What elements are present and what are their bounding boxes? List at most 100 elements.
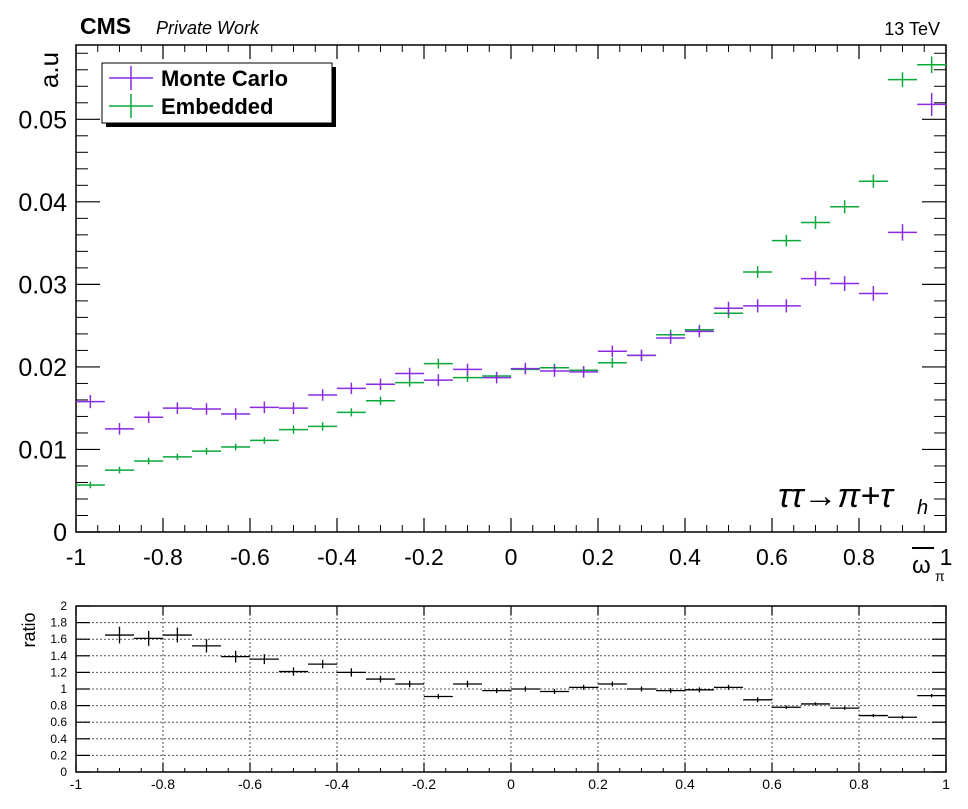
data-point-monte-carlo [249, 401, 279, 414]
main-y-axis-title: a.u [34, 52, 64, 88]
ratio-point [134, 630, 164, 646]
ratio-x-tick-label: -0.8 [151, 776, 175, 792]
data-point-embedded [858, 174, 888, 188]
main-y-tick-label: 0.02 [18, 354, 67, 382]
ratio-x-tick-label: -0.6 [238, 776, 262, 792]
ratio-point [191, 639, 222, 653]
main-x-tick-label: 1 [940, 544, 953, 570]
data-point-embedded [800, 215, 831, 230]
legend-entry-monte-carlo: Monte Carlo [109, 66, 288, 91]
main-x-tick-label: -0.4 [317, 544, 357, 570]
main-y-tick-label: 0.04 [18, 189, 67, 217]
ratio-y-tick-label: 1.8 [50, 616, 67, 630]
data-point-embedded [395, 378, 425, 387]
data-point-monte-carlo [830, 276, 860, 291]
data-point-embedded [221, 443, 251, 451]
ratio-point [104, 626, 135, 644]
data-point-embedded [134, 457, 164, 465]
data-point-embedded [917, 56, 947, 74]
main-x-tick-label: 0.4 [669, 544, 701, 570]
ratio-point [452, 680, 483, 688]
ratio-point [597, 681, 627, 687]
data-point-monte-carlo [395, 367, 425, 380]
main-y-tick-label: 0.05 [18, 106, 67, 134]
data-point-embedded [597, 357, 627, 368]
main-y-tick-label: 0.01 [18, 436, 67, 464]
data-point-embedded [249, 437, 279, 444]
data-point-monte-carlo [104, 423, 135, 435]
ratio-point [800, 702, 831, 706]
ratio-x-tick-label: -1 [70, 776, 83, 792]
main-x-tick-label: 0.6 [756, 544, 788, 570]
data-point-monte-carlo [423, 374, 453, 386]
annotation-sub: h [917, 497, 928, 519]
subtitle-label: Private Work [156, 18, 260, 38]
ratio-y-tick-label: 0.2 [50, 748, 67, 762]
ratio-point [743, 697, 773, 703]
data-point-monte-carlo [684, 325, 714, 338]
ratio-x-tick-label: 1 [942, 776, 950, 792]
data-point-monte-carlo [771, 299, 801, 313]
data-point-monte-carlo [569, 366, 599, 378]
data-point-monte-carlo [917, 92, 947, 116]
data-point-monte-carlo [626, 349, 657, 362]
ratio-point [626, 686, 657, 692]
ratio-point [858, 713, 888, 718]
data-point-monte-carlo [482, 371, 512, 384]
main-x-tick-label: -1 [66, 544, 86, 570]
ratio-point [336, 668, 366, 677]
ratio-point [539, 689, 570, 694]
ratio-point [278, 667, 309, 676]
data-point-monte-carlo [800, 271, 831, 287]
data-point-monte-carlo [539, 365, 570, 377]
ratio-point [771, 705, 801, 709]
main-x-tick-label: -0.6 [230, 544, 270, 570]
ratio-y-tick-label: 2 [60, 599, 67, 613]
main-x-tick-label: 0 [505, 544, 518, 570]
ratio-y-tick-label: 0.4 [50, 732, 67, 746]
data-point-monte-carlo [713, 301, 744, 315]
legend-label-embedded: Embedded [161, 94, 273, 119]
ratio-x-tick-label: 0.4 [675, 776, 695, 792]
ratio-point [365, 675, 396, 683]
main-x-tick-label: -0.8 [143, 544, 183, 570]
ratio-y-tick-label: 1.6 [50, 632, 67, 646]
ratio-y-tick-label: 0.8 [50, 699, 67, 713]
main-x-tick-label: 0.2 [582, 544, 614, 570]
data-point-embedded [743, 266, 773, 278]
data-point-embedded [75, 481, 105, 489]
ratio-y-tick-label: 1 [60, 682, 67, 696]
data-point-monte-carlo [134, 411, 164, 424]
ratio-y-tick-label: 0.6 [50, 715, 67, 729]
ratio-y-axis-title: ratio [19, 612, 39, 647]
data-point-monte-carlo [336, 382, 366, 395]
ratio-point [308, 659, 338, 669]
data-point-embedded [365, 396, 396, 405]
ratio-point [684, 687, 714, 693]
ratio-x-tick-label: -0.4 [325, 776, 349, 792]
ratio-y-tick-label: 1.2 [50, 665, 67, 679]
data-point-monte-carlo [597, 345, 627, 358]
data-point-embedded [771, 234, 801, 247]
ratio-x-tick-label: 0 [507, 776, 515, 792]
x-axis-title-sub: π [935, 568, 945, 584]
energy-label: 13 TeV [884, 19, 940, 39]
legend-entry-embedded: Embedded [109, 94, 273, 119]
process-annotation: ττ→π+τ h [778, 477, 928, 519]
legend-box [101, 62, 333, 124]
data-point-monte-carlo [162, 402, 192, 414]
data-point-monte-carlo [221, 408, 251, 420]
ratio-point [713, 684, 744, 690]
ratio-point [917, 693, 947, 698]
ratio-point [482, 688, 512, 694]
data-point-monte-carlo [743, 299, 773, 313]
data-point-monte-carlo [278, 402, 309, 414]
data-point-monte-carlo [365, 378, 396, 391]
data-point-monte-carlo [308, 389, 338, 401]
ratio-y-tick-label: 0 [60, 765, 67, 779]
ratio-point [887, 715, 918, 719]
main-x-tick-label: -0.2 [404, 544, 444, 570]
main-x-tick-label: 0.8 [843, 544, 875, 570]
